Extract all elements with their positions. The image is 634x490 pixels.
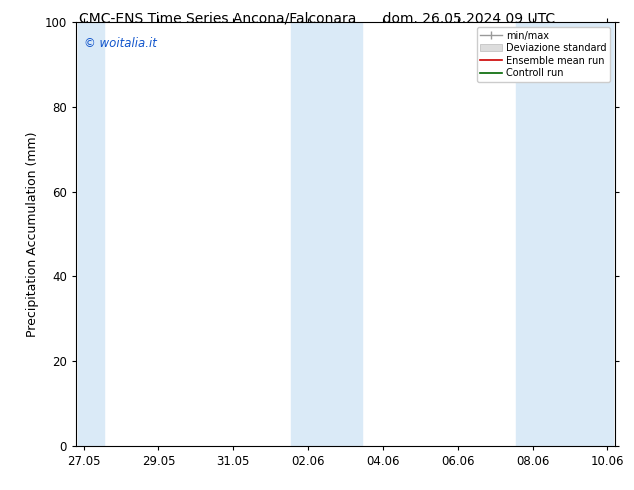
Text: CMC-ENS Time Series Ancona/Falconara      dom. 26.05.2024 09 UTC: CMC-ENS Time Series Ancona/Falconara dom…: [79, 11, 555, 25]
Text: © woitalia.it: © woitalia.it: [84, 37, 157, 50]
Y-axis label: Precipitation Accumulation (mm): Precipitation Accumulation (mm): [26, 131, 39, 337]
Bar: [291, 22, 363, 446]
Legend: min/max, Deviazione standard, Ensemble mean run, Controll run: min/max, Deviazione standard, Ensemble m…: [477, 27, 610, 82]
Bar: [78, 22, 104, 446]
Bar: [516, 22, 613, 446]
